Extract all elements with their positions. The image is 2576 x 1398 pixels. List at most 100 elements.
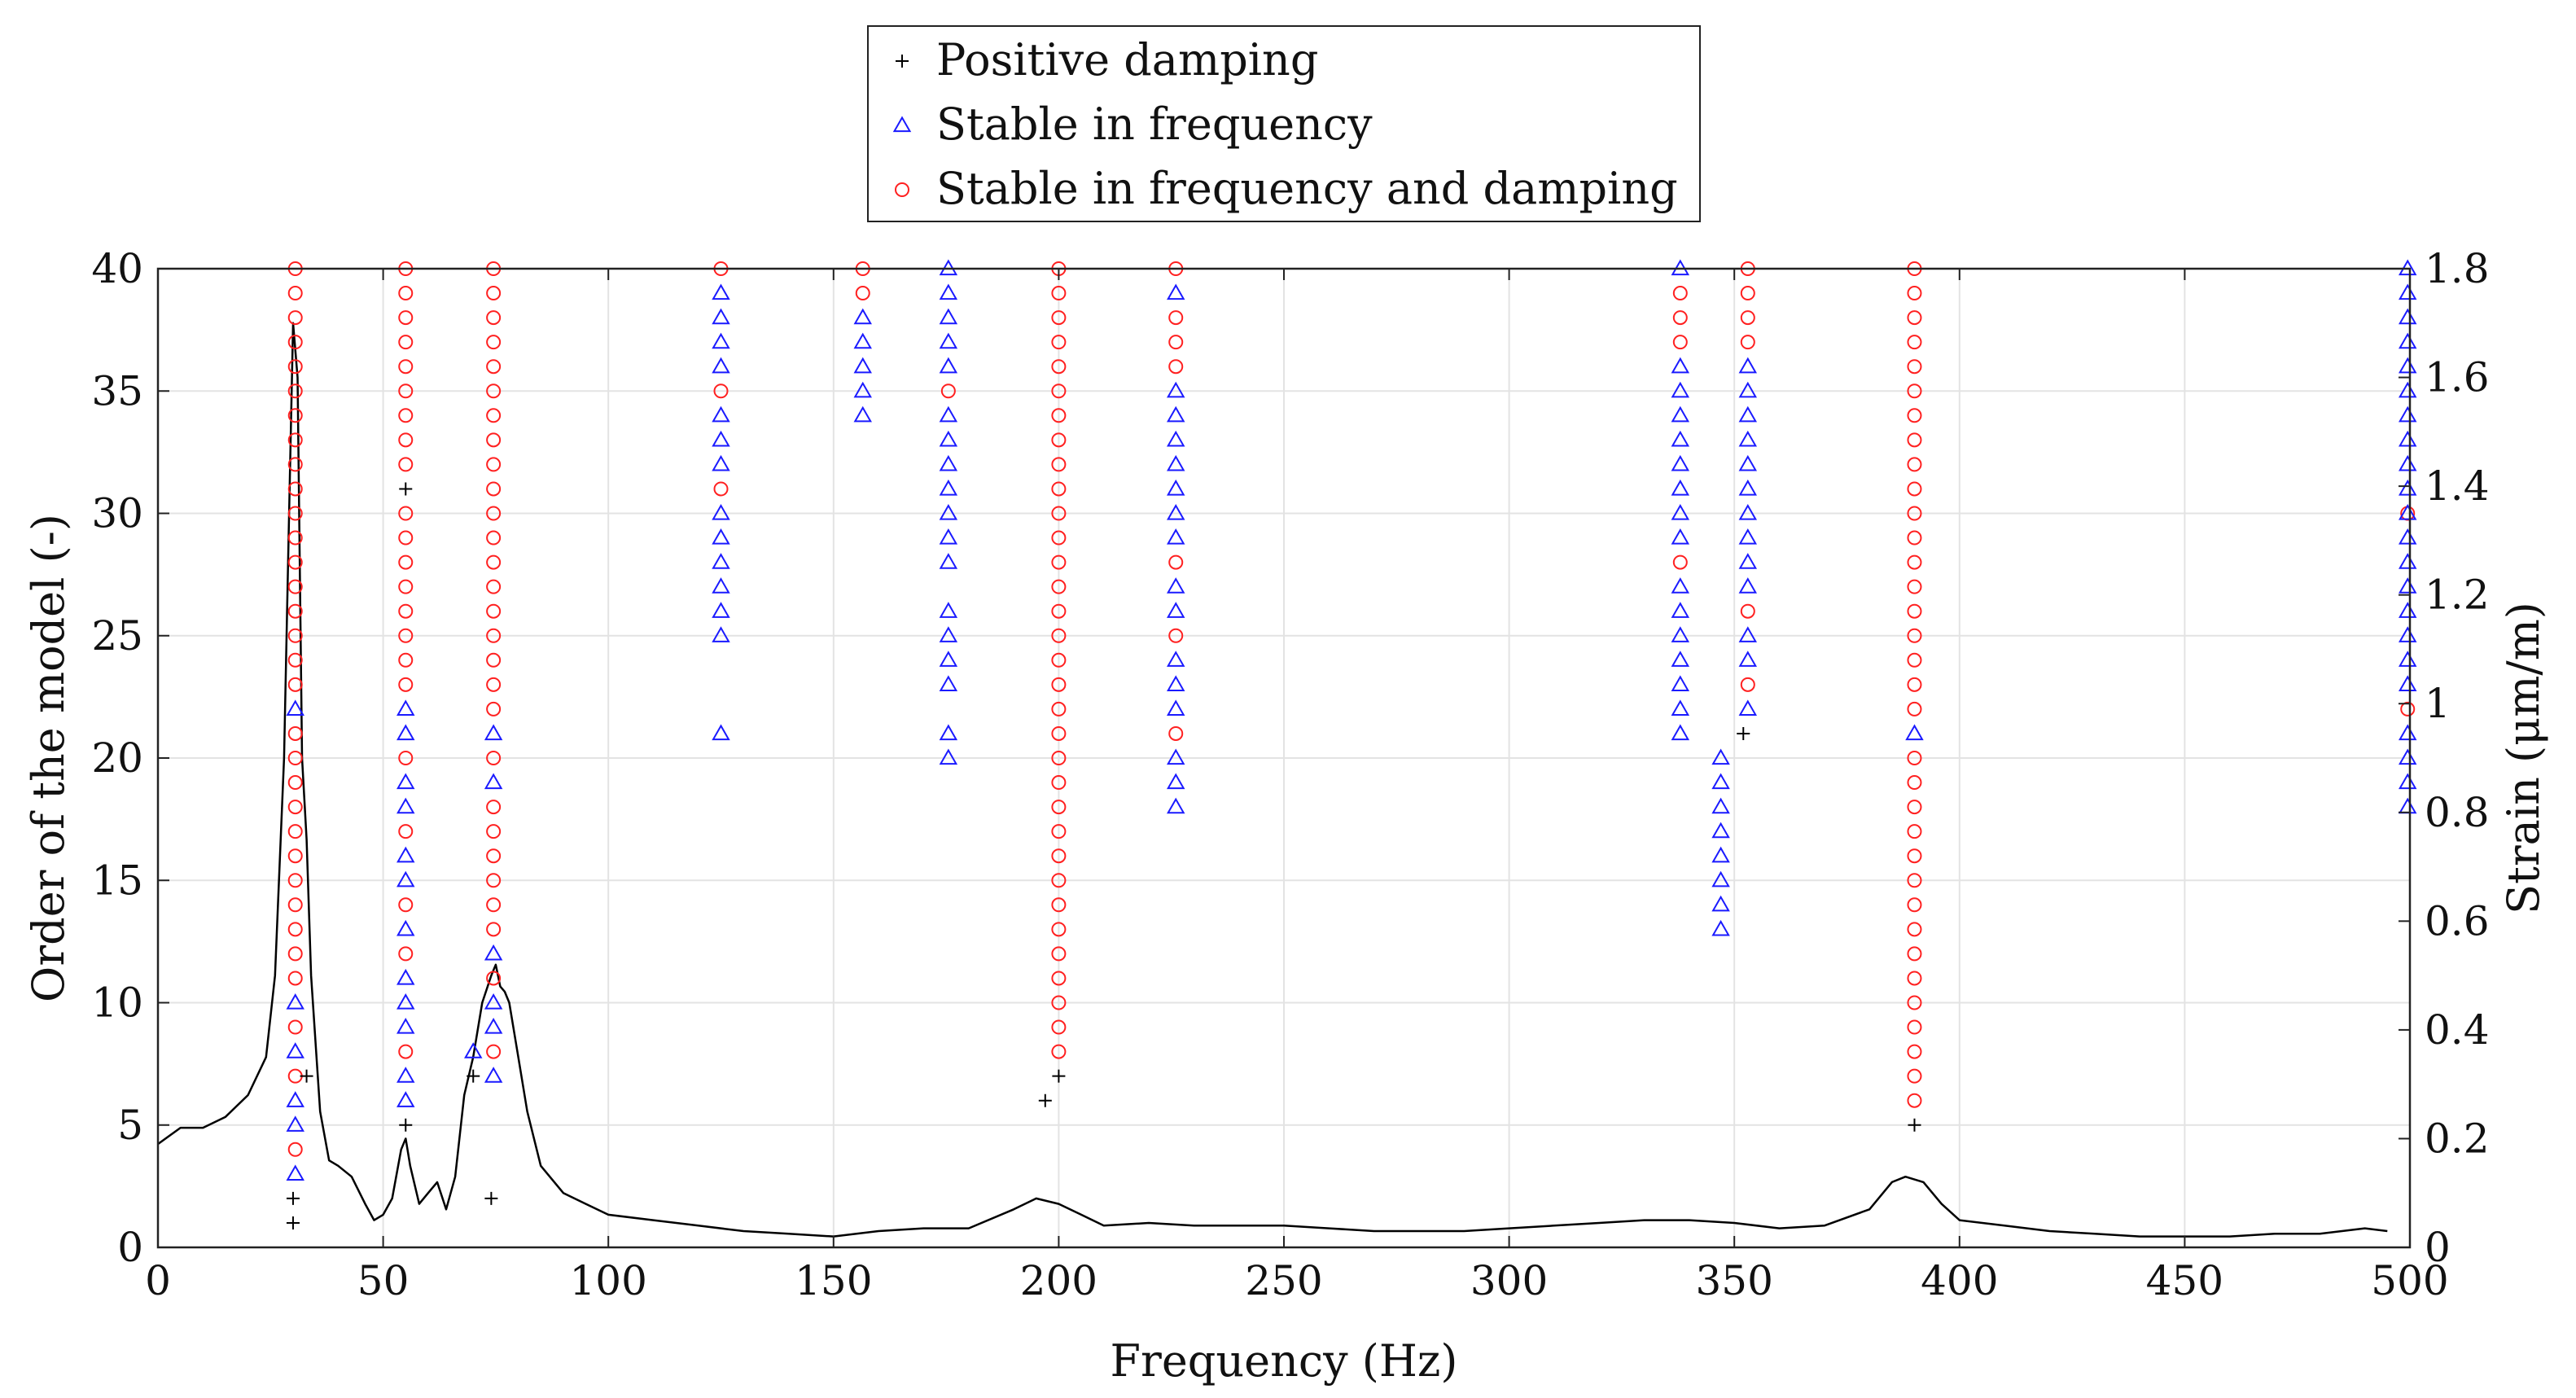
stable-freq-damping-marker	[486, 457, 502, 472]
x-tick-label: 300	[1470, 1257, 1548, 1304]
stable-freq-marker	[939, 528, 958, 545]
stable-freq-damping-marker	[1051, 725, 1067, 741]
y-left-tick-label: 25	[91, 612, 143, 660]
stable-freq-damping-marker	[2400, 701, 2416, 717]
legend-entries: Positive damping Stable in frequency Stabl…	[892, 34, 1678, 214]
stable-freq-damping-marker	[1907, 359, 1922, 375]
grid-lines	[157, 268, 2411, 1248]
stable-freq-damping-marker	[287, 1068, 303, 1084]
stable-freq-damping-marker	[486, 628, 502, 643]
stable-freq-marker	[1671, 528, 1690, 545]
stable-freq-damping-marker	[1168, 554, 1184, 570]
legend-label: Stable in frequency and damping	[936, 163, 1678, 214]
stable-freq-damping-marker	[287, 971, 303, 986]
stable-freq-damping-marker	[398, 652, 414, 668]
stable-freq-damping-marker	[1907, 457, 1922, 472]
stable-freq-marker	[1738, 577, 1758, 594]
stable-freq-damping-marker	[1672, 335, 1688, 350]
stable-freq-damping-marker	[398, 286, 414, 301]
stable-freq-damping-marker	[1051, 481, 1067, 497]
stable-freq-marker	[2399, 602, 2417, 618]
x-tick-label: 500	[2371, 1257, 2448, 1304]
stable-freq-marker	[1167, 528, 1185, 545]
stable-freq-marker	[396, 699, 415, 717]
stable-freq-marker	[1671, 503, 1690, 520]
stable-freq-marker	[396, 1067, 415, 1083]
stable-freq-marker	[1167, 602, 1185, 618]
stable-freq-damping-marker	[1907, 554, 1922, 570]
stable-freq-damping-marker	[1051, 335, 1067, 350]
stable-freq-marker	[1671, 381, 1690, 398]
stable-freq-marker	[396, 993, 415, 1010]
x-axis-title: Frequency (Hz)	[1111, 1335, 1458, 1387]
stable-freq-marker	[712, 357, 730, 374]
stable-freq-damping-marker	[1907, 286, 1922, 301]
stable-freq-marker	[2399, 797, 2417, 814]
positive-damping-marker	[1038, 1093, 1052, 1107]
legend-marker-circle	[895, 182, 909, 197]
y-right-tick-label: 1.6	[2425, 354, 2490, 401]
stable-freq-damping-marker	[1051, 579, 1067, 594]
x-tick-label: 50	[357, 1257, 410, 1304]
stable-freq-marker	[853, 308, 872, 325]
stable-freq-damping-marker	[398, 457, 414, 472]
y-right-tick-label: 0.4	[2425, 1006, 2490, 1054]
stable-freq-marker	[484, 1067, 503, 1083]
stable-freq-marker	[1711, 846, 1730, 863]
stable-freq-marker	[396, 870, 415, 887]
stable-freq-marker	[396, 1091, 415, 1107]
stable-freq-damping-marker	[486, 530, 502, 546]
x-tick-label: 100	[569, 1257, 646, 1304]
stable-freq-marker	[2399, 626, 2417, 642]
stable-freq-damping-marker	[486, 848, 502, 864]
stable-freq-marker	[1738, 699, 1758, 717]
y-right-tick-label: 0.6	[2425, 897, 2490, 944]
stable-freq-damping-marker	[1051, 824, 1067, 839]
stable-freq-marker	[1738, 651, 1758, 667]
stable-freq-damping-marker	[855, 286, 870, 301]
y-right-tick-label: 1.8	[2425, 245, 2490, 292]
stable-freq-damping-marker	[398, 506, 414, 521]
stable-freq-marker	[1167, 748, 1185, 765]
stable-freq-damping-marker	[398, 579, 414, 594]
stable-freq-damping-marker	[1907, 873, 1922, 888]
stable-freq-damping-marker	[1051, 628, 1067, 643]
stable-freq-damping-marker	[1051, 701, 1067, 717]
stable-freq-marker	[1167, 405, 1185, 423]
stable-freq-damping-marker	[398, 359, 414, 375]
stable-freq-marker	[2399, 773, 2417, 790]
stable-freq-marker	[2399, 357, 2417, 374]
positive-damping-marker	[300, 1069, 313, 1083]
stable-freq-damping-marker	[1051, 971, 1067, 986]
stable-freq-damping-marker	[287, 408, 303, 423]
stable-freq-marker	[464, 1042, 483, 1058]
stable-freq-marker	[939, 357, 958, 374]
stable-freq-damping-marker	[1907, 628, 1922, 643]
stable-freq-marker	[286, 1042, 304, 1058]
stable-freq-marker	[1711, 797, 1730, 814]
positive-damping-marker	[286, 1216, 300, 1229]
stable-freq-damping-marker	[486, 603, 502, 619]
stable-freq-marker	[1671, 602, 1690, 618]
stable-freq-damping-marker	[1051, 848, 1067, 864]
stable-freq-marker	[396, 846, 415, 863]
stable-freq-marker	[1738, 405, 1758, 423]
positive-damping-marker	[286, 1191, 300, 1205]
stable-freq-damping-marker	[486, 506, 502, 521]
stable-freq-marker	[2399, 553, 2417, 569]
positive-damping-marker	[399, 482, 413, 496]
stable-freq-damping-marker	[1907, 579, 1922, 594]
stable-freq-damping-marker	[287, 481, 303, 497]
stable-freq-marker	[1671, 454, 1690, 471]
stable-freq-damping-marker	[1051, 310, 1067, 326]
stable-freq-damping-marker	[1051, 286, 1067, 301]
stable-freq-marker	[2399, 528, 2417, 545]
stable-freq-damping-marker	[1051, 359, 1067, 375]
stable-freq-damping-marker	[486, 677, 502, 692]
stable-freq-damping-marker	[1051, 751, 1067, 765]
stable-freq-damping-marker	[287, 751, 303, 765]
stable-freq-damping-marker	[486, 359, 502, 375]
stable-freq-marker	[939, 651, 958, 667]
stable-freq-marker	[712, 553, 730, 569]
stable-freq-damping-marker	[1051, 408, 1067, 423]
